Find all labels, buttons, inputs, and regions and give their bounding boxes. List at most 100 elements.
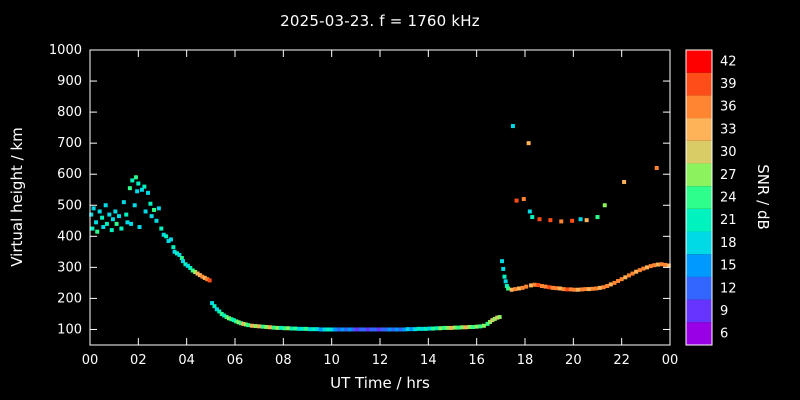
data-point bbox=[271, 325, 276, 330]
data-point bbox=[190, 268, 195, 273]
colorbar-tick-label: 18 bbox=[720, 236, 737, 251]
data-point bbox=[565, 287, 570, 292]
colorbar-tick-label: 6 bbox=[720, 327, 728, 342]
data-point bbox=[260, 324, 265, 329]
data-point bbox=[630, 271, 635, 276]
data-point bbox=[278, 325, 283, 330]
data-point bbox=[376, 327, 381, 332]
data-point bbox=[239, 321, 244, 326]
data-point bbox=[529, 283, 534, 288]
data-point bbox=[89, 212, 94, 217]
data-point bbox=[561, 287, 566, 292]
colorbar-band bbox=[686, 276, 712, 300]
data-point bbox=[300, 326, 305, 331]
data-point bbox=[570, 218, 575, 223]
data-point bbox=[142, 184, 147, 189]
data-point bbox=[513, 287, 518, 292]
data-point bbox=[497, 315, 502, 320]
data-point bbox=[249, 323, 254, 328]
data-point bbox=[373, 327, 378, 332]
data-point bbox=[124, 212, 129, 217]
colorbar-band bbox=[686, 231, 712, 255]
x-tick-label: 22 bbox=[613, 353, 630, 368]
data-point bbox=[136, 181, 141, 186]
y-tick-label: 400 bbox=[57, 229, 82, 244]
colorbar-band bbox=[686, 299, 712, 323]
data-point bbox=[521, 197, 526, 202]
data-point bbox=[547, 285, 552, 290]
data-point bbox=[104, 221, 109, 226]
data-point bbox=[318, 327, 323, 332]
data-point bbox=[340, 327, 345, 332]
data-point bbox=[409, 327, 414, 332]
data-point bbox=[212, 304, 217, 309]
data-point bbox=[622, 179, 627, 184]
data-point bbox=[634, 269, 639, 274]
data-point bbox=[463, 325, 468, 330]
data-point bbox=[185, 263, 190, 268]
data-point bbox=[351, 327, 356, 332]
data-point bbox=[236, 320, 241, 325]
data-point bbox=[139, 187, 144, 192]
x-tick-label: 20 bbox=[565, 353, 582, 368]
data-point bbox=[94, 220, 99, 225]
data-point bbox=[445, 325, 450, 330]
data-point bbox=[380, 327, 385, 332]
data-point bbox=[504, 284, 509, 288]
data-point bbox=[524, 284, 529, 289]
data-point bbox=[427, 326, 432, 331]
data-point bbox=[148, 201, 153, 206]
x-tick-label: 04 bbox=[178, 353, 195, 368]
data-point bbox=[91, 206, 96, 211]
data-point bbox=[188, 265, 193, 270]
y-tick-label: 300 bbox=[57, 260, 82, 275]
data-point bbox=[149, 214, 154, 219]
x-tick-label: 02 bbox=[130, 353, 147, 368]
data-point bbox=[645, 265, 650, 270]
data-point bbox=[293, 326, 298, 331]
data-point bbox=[297, 326, 302, 331]
data-point bbox=[558, 286, 563, 291]
colorbar-tick-label: 24 bbox=[720, 191, 737, 206]
data-point bbox=[608, 282, 613, 287]
data-point bbox=[132, 203, 137, 208]
y-tick-label: 500 bbox=[57, 198, 82, 213]
data-point bbox=[537, 217, 542, 222]
data-point bbox=[304, 326, 309, 331]
colorbar-band bbox=[686, 72, 712, 96]
data-point bbox=[362, 327, 367, 332]
data-point bbox=[402, 327, 407, 332]
x-tick-label: 10 bbox=[323, 353, 340, 368]
data-point bbox=[394, 327, 399, 332]
data-point bbox=[576, 287, 581, 292]
data-point bbox=[257, 324, 262, 329]
data-point bbox=[391, 327, 396, 332]
data-point bbox=[344, 327, 349, 332]
frame-border bbox=[89, 49, 671, 346]
data-point bbox=[286, 326, 291, 331]
data-point bbox=[578, 217, 583, 222]
data-point bbox=[109, 228, 114, 233]
x-tick-label: 12 bbox=[372, 353, 389, 368]
data-point bbox=[503, 279, 508, 284]
x-axis-label: UT Time / hrs bbox=[330, 374, 430, 392]
data-point bbox=[492, 316, 497, 321]
colorbar-tick-label: 12 bbox=[720, 281, 737, 296]
data-point bbox=[90, 226, 95, 231]
data-point bbox=[275, 325, 280, 330]
data-point bbox=[536, 283, 541, 288]
data-point bbox=[193, 270, 198, 275]
data-point bbox=[666, 263, 671, 268]
data-point bbox=[241, 321, 246, 326]
data-point bbox=[183, 262, 188, 267]
colorbar-band bbox=[686, 50, 712, 73]
y-axis-ticks: 100 200 300 400 500 600 700 800 900 1000 bbox=[49, 43, 670, 337]
data-point bbox=[103, 203, 108, 208]
data-point bbox=[434, 326, 439, 331]
data-point bbox=[500, 259, 505, 264]
data-point bbox=[97, 209, 102, 214]
data-point bbox=[387, 327, 392, 332]
data-point bbox=[663, 262, 668, 267]
data-point bbox=[605, 284, 610, 288]
data-point bbox=[595, 215, 600, 220]
